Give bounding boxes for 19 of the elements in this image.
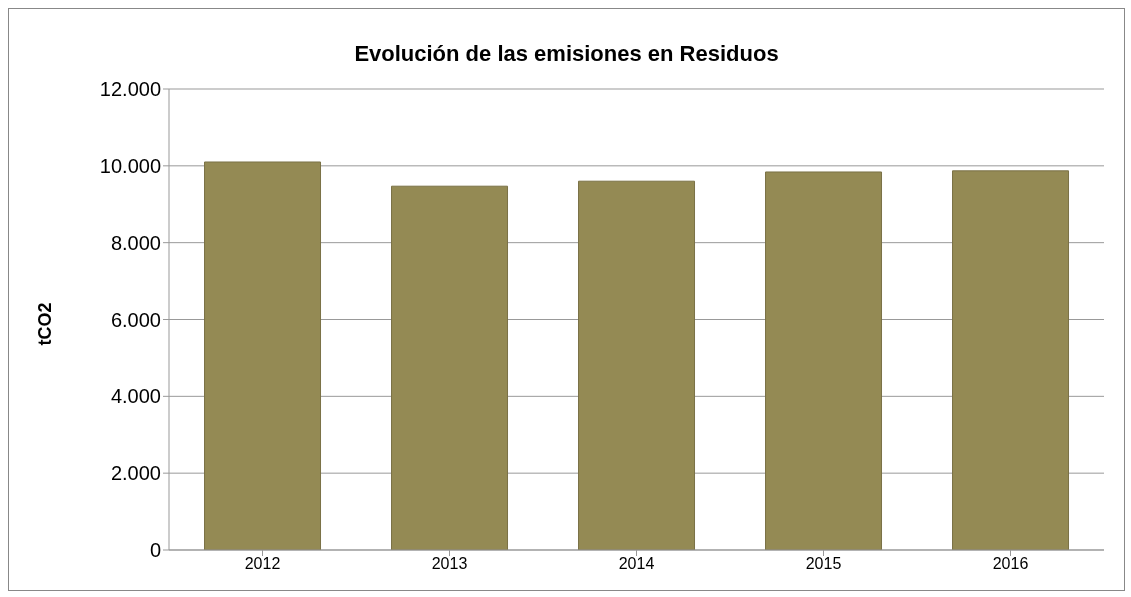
y-tick-label: 4.000 [110, 385, 161, 408]
y-axis-title: tCO2 [34, 302, 56, 346]
y-tick-label: 8.000 [110, 231, 161, 254]
x-tick-label: 2013 [431, 555, 468, 573]
y-tick-label: 10.000 [99, 154, 161, 177]
x-tick-label: 2012 [244, 555, 281, 573]
bar [578, 180, 696, 550]
bar [765, 171, 883, 550]
y-tick-label: 2.000 [110, 462, 161, 485]
x-tick-label: 2014 [618, 555, 655, 573]
chart-title: Evolución de las emisiones en Residuos [353, 41, 780, 67]
bar [952, 170, 1070, 550]
y-tick-label: 0 [149, 539, 161, 562]
x-tick-label: 2016 [992, 555, 1029, 573]
bar [391, 185, 509, 550]
y-tick-label: 6.000 [110, 308, 161, 331]
y-tick-label: 12.000 [99, 78, 161, 101]
bar [204, 161, 322, 550]
x-tick-label: 2015 [805, 555, 842, 573]
